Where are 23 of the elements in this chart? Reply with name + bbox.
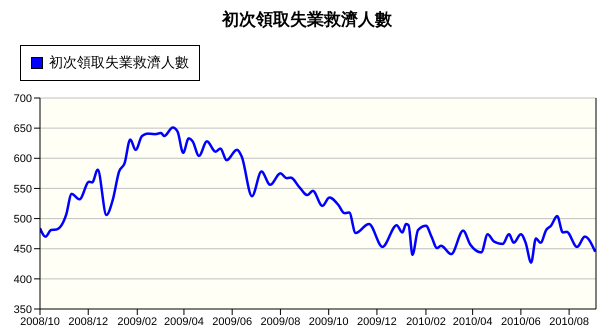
x-tick-label: 2009/12	[357, 316, 397, 328]
x-tick-label: 2009/06	[212, 316, 252, 328]
y-tick-label: 450	[14, 244, 32, 256]
x-tick-label: 2010/02	[406, 316, 446, 328]
x-tick-label: 2010/04	[452, 316, 493, 328]
y-tick-label: 500	[14, 213, 32, 226]
x-tick-label: 2010/08	[549, 316, 589, 328]
y-tick-label: 350	[14, 304, 32, 316]
chart-title: 初次領取失業救濟人數	[220, 9, 393, 31]
x-tick-label: 2008/12	[68, 316, 108, 328]
y-tick-label: 650	[14, 123, 32, 136]
x-tick-label: 2009/02	[117, 316, 158, 328]
line-series	[40, 126, 596, 264]
x-tick-label: 2009/08	[260, 316, 300, 328]
x-tick-label: 2008/10	[20, 316, 60, 328]
x-tick-label: 2009/04	[164, 316, 204, 328]
y-tick-label: 600	[14, 153, 32, 166]
x-tick-label: 2009/10	[308, 316, 349, 328]
y-tick-label: 400	[14, 274, 32, 286]
y-tick-label: 700	[14, 92, 32, 105]
legend-label: 初次領取失業救濟人數	[49, 54, 189, 72]
x-tick-label: 2010/06	[500, 316, 541, 328]
y-tick-label: 550	[14, 183, 32, 196]
